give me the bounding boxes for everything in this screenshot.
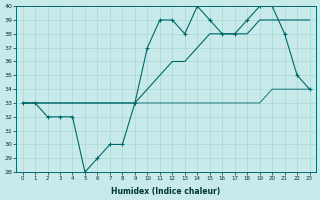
X-axis label: Humidex (Indice chaleur): Humidex (Indice chaleur) [111,187,221,196]
